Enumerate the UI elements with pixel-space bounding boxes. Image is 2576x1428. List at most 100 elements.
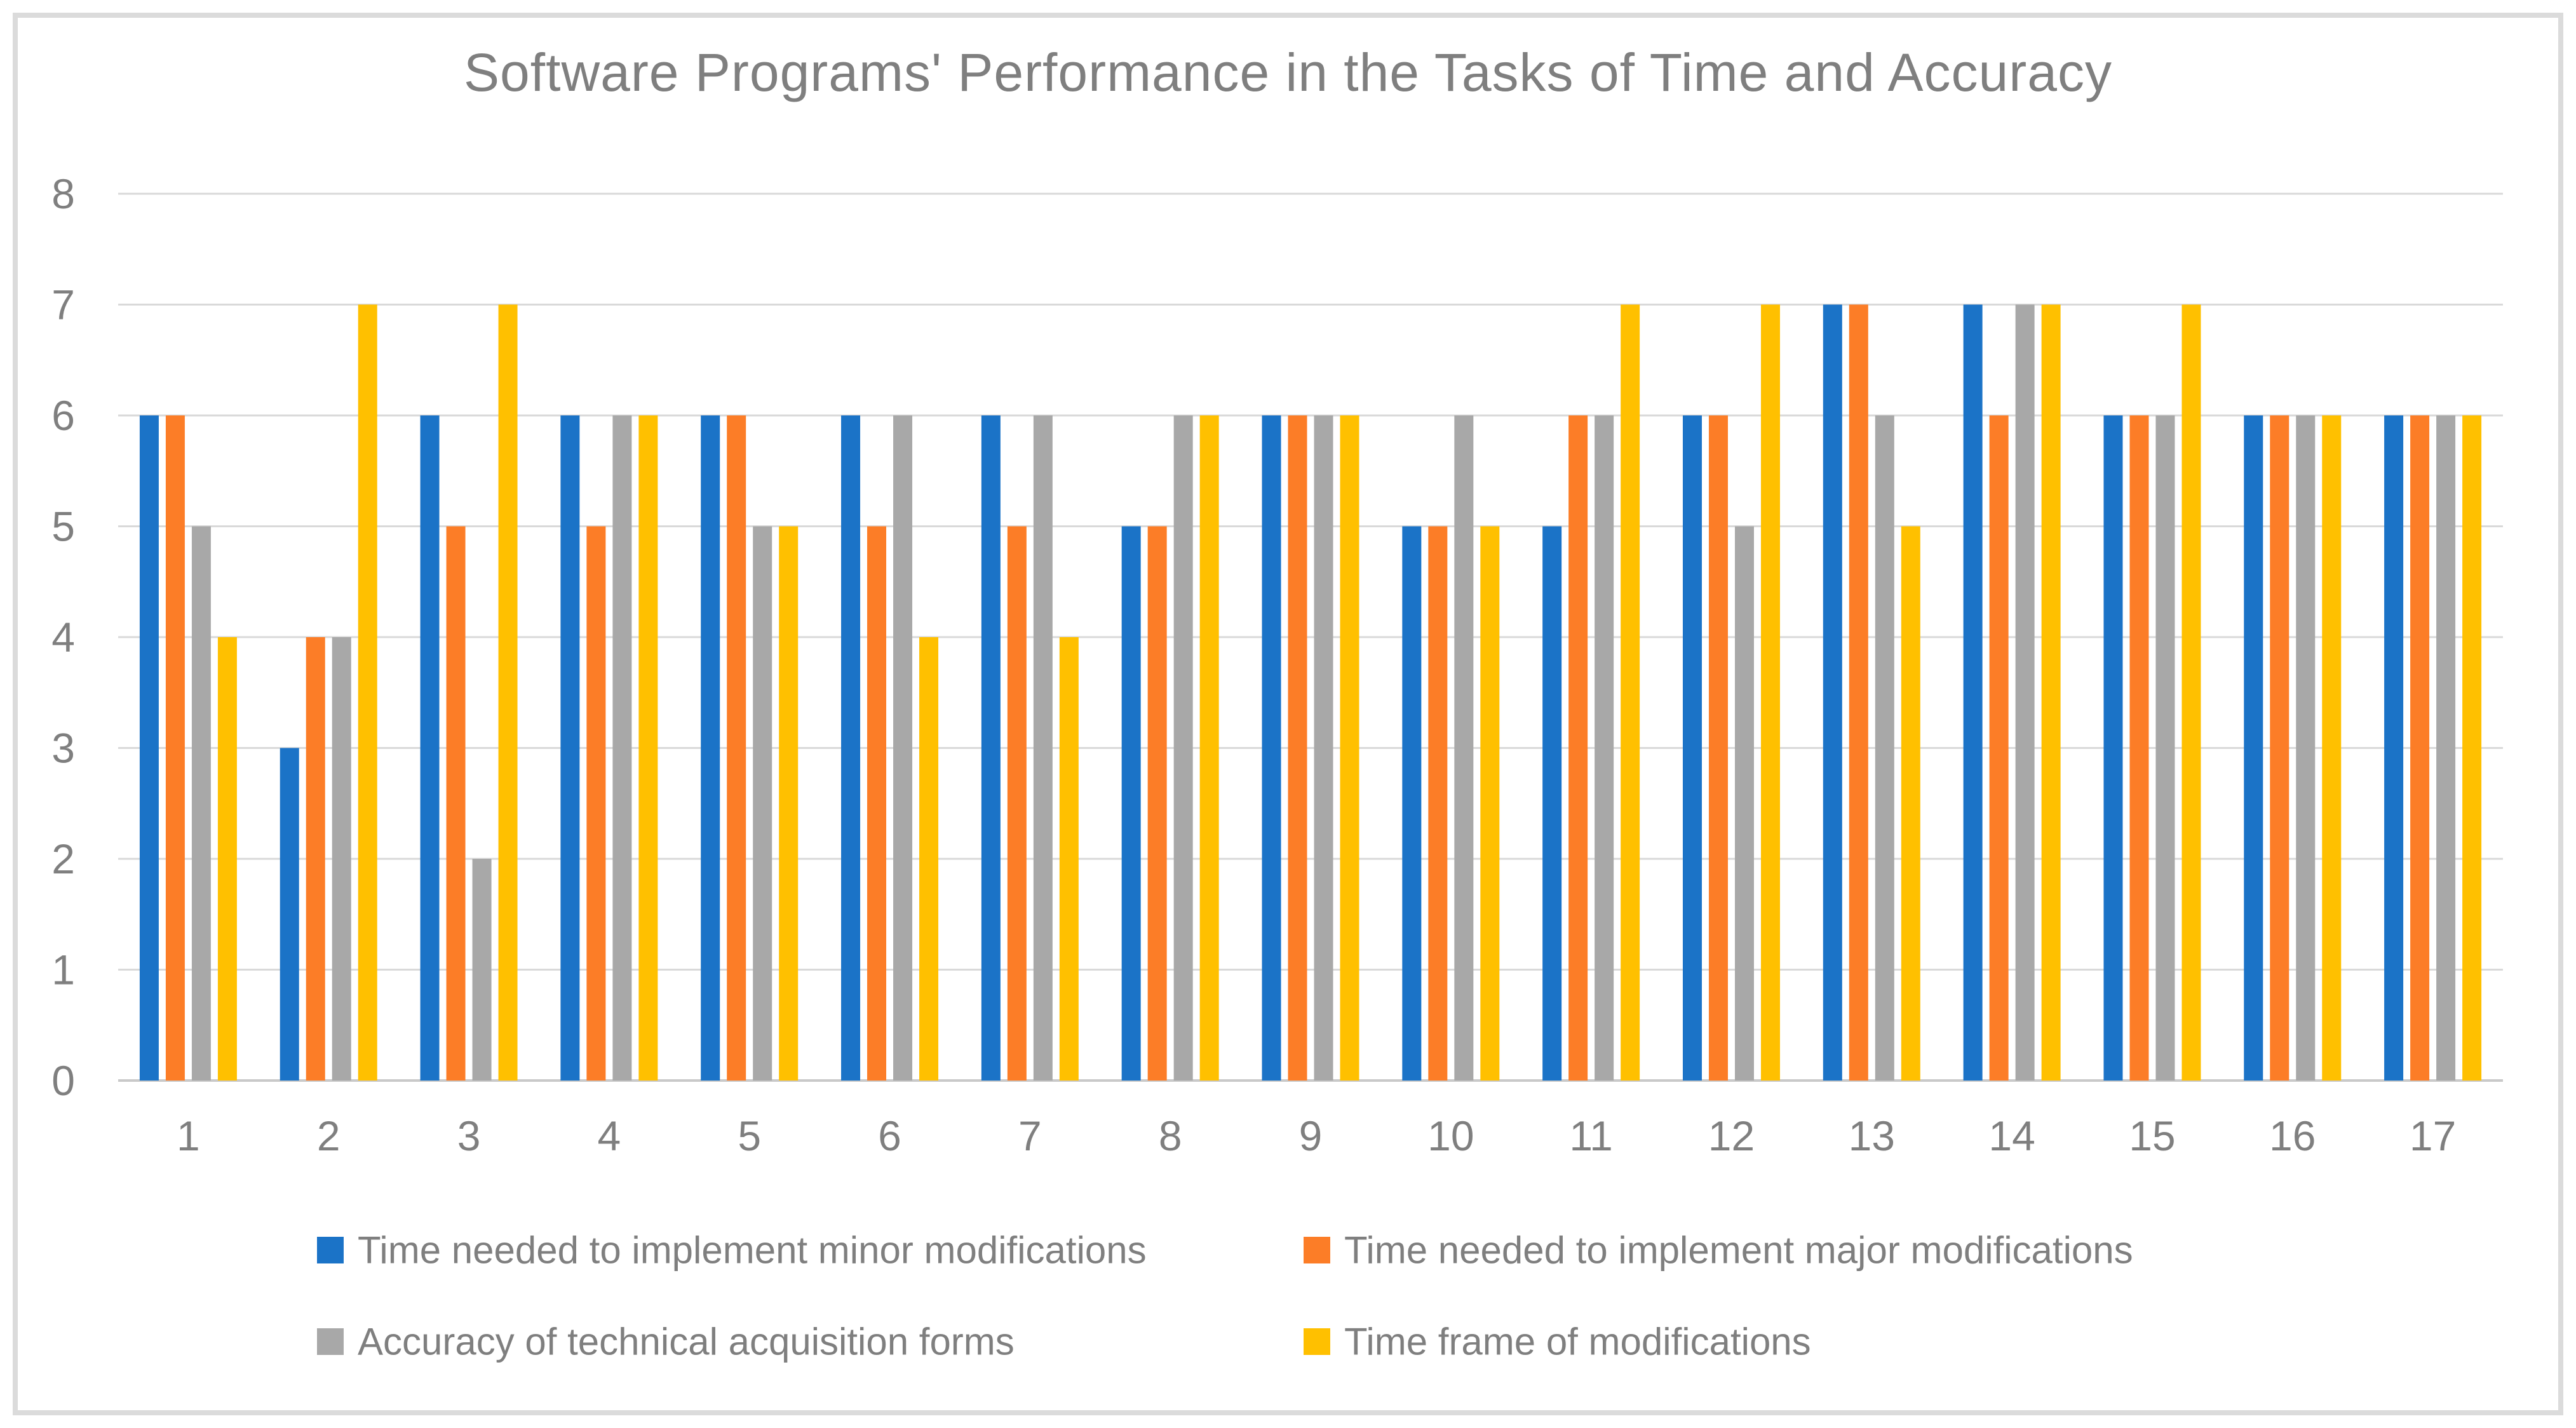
bar [2041, 304, 2061, 1081]
bar [446, 526, 466, 1081]
x-axis-label: 4 [598, 1112, 621, 1159]
bar [1989, 415, 2009, 1081]
bar [893, 415, 913, 1081]
y-axis-label: 2 [51, 835, 75, 882]
x-axis-label: 16 [2269, 1112, 2316, 1159]
x-axis-label: 1 [177, 1112, 200, 1159]
bar [1402, 526, 1422, 1081]
x-axis-label: 6 [878, 1112, 901, 1159]
bar [2436, 415, 2456, 1081]
bar [280, 748, 299, 1081]
legend-label: Time needed to implement minor modificat… [358, 1229, 1147, 1272]
bar [586, 526, 606, 1081]
bar [2015, 304, 2035, 1081]
bar [1288, 415, 1307, 1081]
legend-label: Time needed to implement major modificat… [1344, 1229, 2133, 1272]
y-axis-label: 5 [51, 503, 75, 550]
bar [2296, 415, 2316, 1081]
bar [1595, 415, 1614, 1081]
bar [1760, 304, 1780, 1081]
bar [1262, 415, 1281, 1081]
bar [1340, 415, 1359, 1081]
bar [1621, 304, 1640, 1081]
bar [1033, 415, 1053, 1081]
y-axis-label: 4 [51, 614, 75, 661]
bar [1849, 304, 1868, 1081]
bar [2410, 415, 2430, 1081]
bar [165, 415, 185, 1081]
bar [1901, 526, 1920, 1081]
bar [1823, 304, 1842, 1081]
x-axis-label: 2 [317, 1112, 341, 1159]
bar [2155, 415, 2175, 1081]
bar [2462, 415, 2482, 1081]
bar [472, 859, 492, 1081]
y-axis-label: 3 [51, 725, 75, 772]
bar [498, 304, 518, 1081]
legend-label: Accuracy of technical acquisition forms [358, 1321, 1015, 1363]
bar [612, 415, 632, 1081]
x-axis-label: 5 [738, 1112, 761, 1159]
bar [1480, 526, 1500, 1081]
x-axis-label: 3 [457, 1112, 481, 1159]
x-axis-label: 9 [1299, 1112, 1323, 1159]
bar [306, 637, 325, 1081]
bar [1314, 415, 1333, 1081]
bar [2103, 415, 2123, 1081]
legend-swatch [317, 1237, 344, 1263]
bar [420, 415, 440, 1081]
y-axis-label: 6 [51, 392, 75, 439]
bar [919, 637, 939, 1081]
x-axis-label: 15 [2129, 1112, 2175, 1159]
bar [1428, 526, 1448, 1081]
bar [701, 415, 720, 1081]
x-axis-label: 8 [1159, 1112, 1182, 1159]
bar [1734, 526, 1754, 1081]
bar [1682, 415, 1702, 1081]
bar [841, 415, 861, 1081]
bar [753, 526, 772, 1081]
bar [1568, 415, 1588, 1081]
bar [358, 304, 377, 1081]
bar [2182, 304, 2201, 1081]
bar [1963, 304, 1983, 1081]
bar [1121, 526, 1141, 1081]
bar [217, 637, 237, 1081]
y-axis-label: 8 [51, 170, 75, 217]
bar [867, 526, 887, 1081]
bar [1199, 415, 1219, 1081]
x-axis-label: 17 [2410, 1112, 2456, 1159]
bar [727, 415, 746, 1081]
bar [638, 415, 658, 1081]
bar [1542, 526, 1562, 1081]
bar [332, 637, 351, 1081]
bar [191, 526, 211, 1081]
x-axis-label: 14 [1988, 1112, 2035, 1159]
bar [560, 415, 580, 1081]
chart-title: Software Programs' Performance in the Ta… [464, 43, 2112, 102]
bar [1147, 526, 1167, 1081]
x-axis-label: 13 [1849, 1112, 1895, 1159]
legend-swatch [1304, 1237, 1330, 1263]
bar [779, 526, 799, 1081]
bar [2322, 415, 2342, 1081]
bar [2244, 415, 2263, 1081]
legend-swatch [317, 1328, 344, 1355]
x-axis-label: 10 [1427, 1112, 1474, 1159]
x-axis-label: 12 [1708, 1112, 1755, 1159]
bar [1708, 415, 1728, 1081]
bar [1173, 415, 1193, 1081]
bar [981, 415, 1001, 1081]
y-axis-label: 7 [51, 281, 75, 328]
bar [1875, 415, 1894, 1081]
bar [2129, 415, 2149, 1081]
bar [139, 415, 159, 1081]
legend-label: Time frame of modifications [1344, 1321, 1811, 1363]
legend-swatch [1304, 1328, 1330, 1355]
bar [1007, 526, 1027, 1081]
bar [2270, 415, 2289, 1081]
y-axis-label: 0 [51, 1057, 75, 1104]
bar [1454, 415, 1474, 1081]
